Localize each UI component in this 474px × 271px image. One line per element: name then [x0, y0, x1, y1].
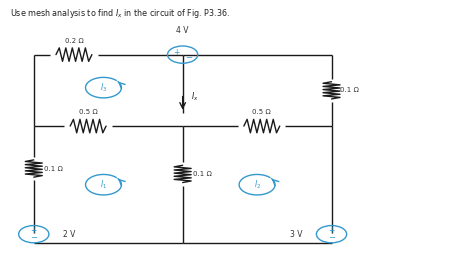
Text: 0.2 Ω: 0.2 Ω — [64, 38, 83, 44]
Text: +: + — [173, 47, 180, 57]
Text: −: − — [328, 234, 335, 243]
Text: 0.5 Ω: 0.5 Ω — [253, 109, 271, 115]
Text: 2 V: 2 V — [63, 230, 75, 239]
Text: +: + — [328, 226, 335, 235]
Text: +: + — [31, 226, 37, 235]
Text: 0.1 Ω: 0.1 Ω — [340, 87, 359, 93]
Text: 0.5 Ω: 0.5 Ω — [79, 109, 98, 115]
Text: −: − — [185, 53, 192, 62]
Text: $I_1$: $I_1$ — [100, 179, 107, 191]
Text: 0.1 Ω: 0.1 Ω — [44, 166, 63, 172]
Text: 3 V: 3 V — [290, 230, 302, 239]
Text: $I_2$: $I_2$ — [254, 179, 261, 191]
Text: $I_x$: $I_x$ — [191, 90, 199, 103]
Text: 4 V: 4 V — [176, 26, 189, 35]
Text: 0.1 Ω: 0.1 Ω — [193, 171, 212, 177]
Text: Use mesh analysis to find $I_x$ in the circuit of Fig. P3.36.: Use mesh analysis to find $I_x$ in the c… — [10, 7, 230, 20]
Text: −: − — [30, 234, 37, 243]
Text: $I_3$: $I_3$ — [100, 81, 107, 94]
